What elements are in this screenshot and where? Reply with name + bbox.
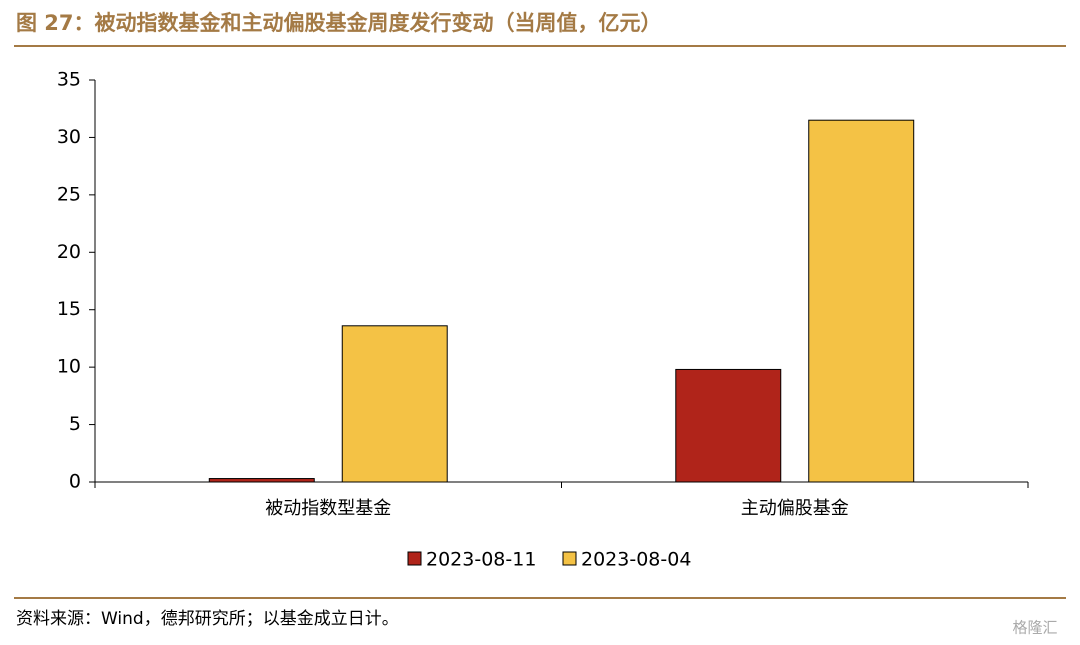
y-tick-label: 0: [69, 471, 81, 493]
y-tick-label: 5: [69, 413, 81, 435]
legend-swatch: [407, 551, 422, 566]
x-tick-label: 被动指数型基金: [265, 498, 391, 519]
y-tick-label: 20: [57, 241, 81, 263]
watermark: 格隆汇: [1012, 619, 1057, 637]
y-tick-label: 35: [57, 69, 81, 91]
chart-title: 图 27：被动指数基金和主动偏股基金周度发行变动（当周值，亿元）: [16, 11, 662, 35]
y-tick-label: 25: [57, 183, 81, 205]
legend-swatch: [562, 551, 577, 566]
bar: [808, 119, 915, 483]
y-tick-label: 30: [57, 126, 81, 148]
legend-label: 2023-08-04: [581, 549, 691, 571]
y-tick-label: 10: [57, 356, 81, 378]
x-tick-label: 主动偏股基金: [741, 498, 849, 519]
bar: [341, 325, 448, 483]
y-tick-label: 15: [57, 298, 81, 320]
bar: [208, 478, 315, 483]
bar: [675, 368, 782, 483]
source-note: 资料来源：Wind，德邦研究所；以基金成立日计。: [16, 609, 399, 629]
legend-label: 2023-08-11: [426, 549, 536, 571]
